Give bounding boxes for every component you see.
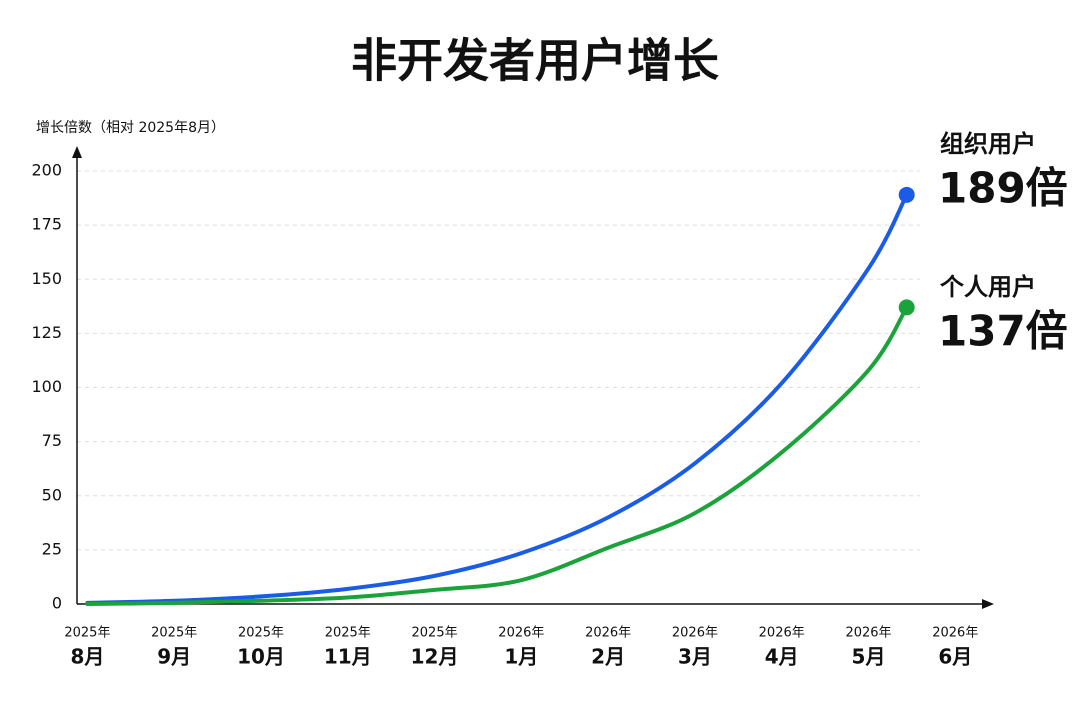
y-tick-label: 200 (31, 161, 62, 180)
y-tick-label: 0 (52, 594, 62, 613)
value-label: 137倍 (938, 307, 1068, 356)
y-tick-label: 150 (31, 269, 62, 288)
x-tick-year: 2026年 (759, 626, 805, 641)
x-tick-month: 3月 (678, 645, 712, 669)
y-tick-label: 100 (31, 377, 62, 396)
x-tick-year: 2025年 (64, 626, 110, 641)
x-tick-month: 2月 (591, 645, 625, 669)
legend-label: 组织用户 (940, 130, 1036, 158)
y-axis-arrow (72, 146, 82, 158)
x-tick-year: 2025年 (325, 626, 371, 641)
x-tick-year: 2026年 (498, 626, 544, 641)
y-tick-label: 125 (31, 323, 62, 342)
y-tick-label: 50 (42, 485, 62, 504)
x-tick-year: 2026年 (845, 626, 891, 641)
y-tick-label: 175 (31, 215, 62, 234)
x-tick-year: 2026年 (585, 626, 631, 641)
y-tick-label: 75 (42, 431, 62, 450)
end-point (898, 299, 915, 316)
x-tick-year: 2025年 (412, 626, 458, 641)
x-tick-month: 10月 (237, 645, 285, 669)
x-tick-year: 2026年 (932, 626, 978, 641)
x-tick-month: 12月 (411, 645, 459, 669)
x-tick-month: 9月 (157, 645, 191, 669)
x-tick-month: 1月 (504, 645, 538, 669)
x-tick-year: 2026年 (672, 626, 718, 641)
x-tick-month: 11月 (324, 645, 372, 669)
y-tick-label: 25 (42, 539, 62, 558)
x-tick-year: 2025年 (238, 626, 284, 641)
x-tick-month: 4月 (765, 645, 799, 669)
series-line (85, 305, 909, 606)
x-tick-month: 5月 (852, 645, 886, 669)
y-axis-label: 增长倍数（相对 2025年8月） (36, 120, 225, 136)
x-tick-month: 6月 (938, 645, 972, 669)
chart-title: 非开发者用户增长 (351, 34, 719, 88)
x-tick-year: 2025年 (151, 626, 197, 641)
x-tick-month: 8月 (70, 645, 104, 669)
end-point (898, 186, 915, 203)
series-line (85, 192, 909, 605)
value-label: 189倍 (938, 164, 1068, 213)
x-axis-arrow (982, 599, 994, 609)
legend-label: 个人用户 (940, 273, 1036, 301)
